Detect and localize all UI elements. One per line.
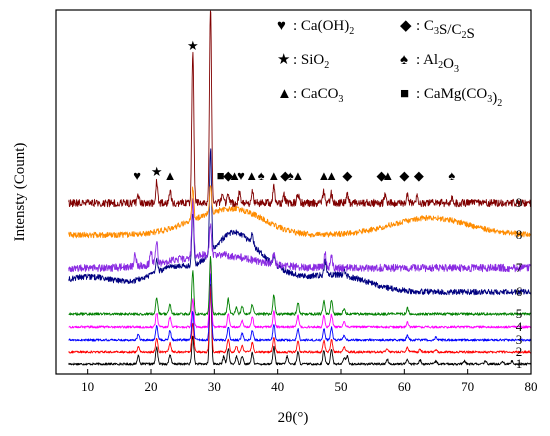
y-axis-title: Intensty (Count) bbox=[12, 143, 28, 242]
legend-square-icon: ■ bbox=[400, 86, 409, 102]
x-tick-label: 40 bbox=[271, 379, 284, 394]
diamond-marker-icon: ◆ bbox=[399, 168, 409, 183]
legend-label-square: : CaMg(CO3)2 bbox=[416, 86, 502, 109]
legend-label-triangle: : CaCO3 bbox=[293, 86, 343, 105]
legend-star-icon: ★ bbox=[277, 52, 290, 68]
x-tick-label: 20 bbox=[145, 379, 158, 394]
series-line-6 bbox=[68, 148, 532, 296]
spade-marker-icon: ♠ bbox=[287, 168, 294, 183]
legend: ♥ : Ca(OH)2 ◆ : C3S/C2S ★ : SiO2 ♠ : Al2O3 ▲… bbox=[277, 18, 502, 109]
spade-marker-icon: ♠ bbox=[448, 168, 455, 183]
star-marker-icon: ★ bbox=[151, 164, 163, 179]
square-marker-icon: ■ bbox=[217, 168, 225, 183]
series-line-2 bbox=[68, 285, 532, 354]
curve-label-5: 5 bbox=[516, 306, 523, 321]
series-line-4 bbox=[68, 259, 532, 329]
plot-frame bbox=[55, 9, 532, 375]
diamond-marker-icon: ◆ bbox=[223, 168, 233, 183]
curve-label-9: 9 bbox=[516, 195, 523, 210]
x-tick-label: 10 bbox=[81, 379, 94, 394]
curve-label-6: 6 bbox=[516, 284, 523, 299]
x-tick-label: 60 bbox=[398, 379, 411, 394]
legend-label-star: : SiO2 bbox=[293, 52, 329, 71]
heart-marker-icon: ♥ bbox=[133, 168, 141, 183]
phase-markers: ♥ ★ ▲★■◆▲♥ ▲ ♠ ▲ ◆♠▲ ▲▲ ◆ ◆▲ ◆ ◆ ♠ bbox=[133, 38, 455, 183]
legend-heart-icon: ♥ bbox=[277, 18, 286, 34]
x-axis-ticks: 10 20 30 40 50 60 70 80 bbox=[81, 369, 538, 394]
x-axis-title: 2θ(°) bbox=[278, 410, 309, 426]
series-line-3 bbox=[68, 273, 532, 342]
series-line-7 bbox=[68, 198, 532, 273]
star-marker-icon: ★ bbox=[187, 38, 199, 53]
curve-label-8: 8 bbox=[516, 227, 523, 242]
x-tick-label: 50 bbox=[335, 379, 348, 394]
diamond-marker-icon: ◆ bbox=[280, 168, 290, 183]
diamond-marker-icon: ◆ bbox=[342, 168, 352, 183]
legend-label-spade: : Al2O3 bbox=[416, 52, 459, 75]
diamond-marker-icon: ◆ bbox=[377, 168, 387, 183]
x-tick-label: 30 bbox=[208, 379, 221, 394]
x-tick-label: 80 bbox=[525, 379, 538, 394]
series-line-5 bbox=[68, 255, 532, 316]
curve-label-4: 4 bbox=[516, 319, 523, 334]
curve-label-2: 2 bbox=[516, 344, 523, 359]
triangle-marker-icon: ▲ bbox=[245, 168, 258, 183]
series-line-8 bbox=[68, 185, 532, 239]
triangle-marker-icon: ▲ bbox=[228, 168, 241, 183]
curve-label-3: 3 bbox=[516, 332, 523, 347]
triangle-marker-icon: ▲ bbox=[291, 168, 304, 183]
legend-triangle-icon: ▲ bbox=[277, 86, 292, 102]
triangle-marker-icon: ▲ bbox=[381, 168, 394, 183]
xrd-curves bbox=[68, 10, 532, 366]
legend-spade-icon: ♠ bbox=[400, 52, 408, 68]
spade-marker-icon: ♠ bbox=[258, 168, 265, 183]
x-tick-label: 70 bbox=[461, 379, 474, 394]
triangle-marker-icon: ▲ bbox=[317, 168, 330, 183]
series-line-1 bbox=[68, 283, 532, 366]
triangle-marker-icon: ▲ bbox=[267, 168, 280, 183]
legend-label-heart: : Ca(OH)2 bbox=[293, 18, 354, 37]
legend-label-diamond: : C3S/C2S bbox=[416, 18, 475, 42]
legend-diamond-icon: ◆ bbox=[400, 18, 412, 34]
curve-label-1: 1 bbox=[516, 356, 523, 371]
curve-label-7: 7 bbox=[516, 260, 523, 275]
series-line-9 bbox=[68, 10, 532, 208]
diamond-marker-icon: ◆ bbox=[414, 168, 424, 183]
triangle-marker-icon: ▲ bbox=[164, 168, 177, 183]
heart-marker-icon: ♥ bbox=[237, 168, 245, 183]
triangle-marker-icon: ▲ bbox=[325, 168, 338, 183]
